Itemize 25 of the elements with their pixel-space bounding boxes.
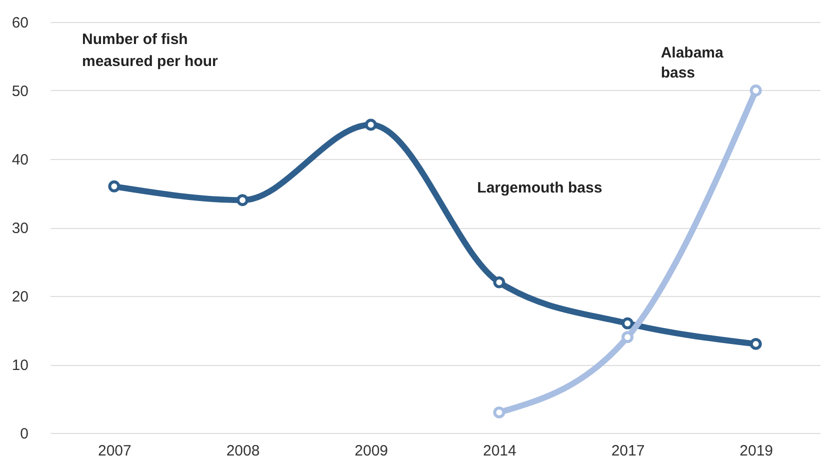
point xyxy=(622,317,634,330)
text: Largemouth bass xyxy=(477,179,602,196)
y-tick-label: 50 xyxy=(12,83,28,100)
y-tick-label: 10 xyxy=(12,357,28,374)
point xyxy=(364,118,377,131)
x-tick-label: 2019 xyxy=(740,442,774,460)
point xyxy=(750,84,762,96)
y-axis-title: Number of fish measured per hour xyxy=(82,31,218,70)
y-tick-label: 0 xyxy=(20,426,28,442)
x-tick-label: 2007 xyxy=(98,442,132,460)
series-label: Alabama bass xyxy=(660,44,724,82)
y-tick-label: 40 xyxy=(12,152,28,168)
x-tick-label: 2009 xyxy=(354,442,388,460)
y-tick-label: 20 xyxy=(12,288,28,306)
x-tick-label: 2008 xyxy=(226,442,260,460)
point xyxy=(108,180,120,192)
y-tick-label: 30 xyxy=(12,220,28,237)
x-tick-label: 2017 xyxy=(611,442,645,460)
point xyxy=(750,338,762,350)
point xyxy=(493,276,506,288)
point xyxy=(236,194,248,206)
point xyxy=(622,331,634,344)
x-tick-label: 2014 xyxy=(482,442,516,460)
point xyxy=(493,406,506,418)
y-tick-label: 60 xyxy=(12,14,28,32)
